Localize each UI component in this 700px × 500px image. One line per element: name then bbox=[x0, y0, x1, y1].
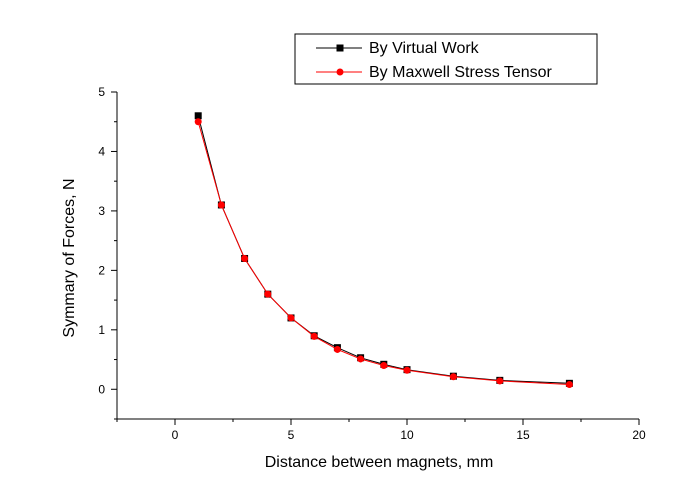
y-tick-label: 4 bbox=[98, 144, 105, 158]
plot-area: 0 5 10 15 20 0 1 2 3 4 5 bbox=[98, 85, 646, 442]
legend-square-marker bbox=[336, 44, 344, 52]
x-axis-title: Distance between magnets, mm bbox=[265, 454, 494, 471]
y-axis-title: Symmary of Forces, N bbox=[61, 178, 78, 337]
x-tick-label: 0 bbox=[172, 428, 179, 442]
y-tick-label: 1 bbox=[98, 323, 105, 337]
data-point-circle bbox=[264, 290, 272, 298]
y-tick-label: 3 bbox=[98, 204, 105, 218]
x-tick-label: 15 bbox=[516, 428, 530, 442]
legend-label: By Maxwell Stress Tensor bbox=[369, 64, 553, 81]
data-point-circle bbox=[449, 373, 457, 381]
data-point-circle bbox=[380, 361, 388, 369]
data-point-circle bbox=[217, 201, 225, 209]
legend-circle-marker bbox=[336, 68, 344, 76]
data-point-circle bbox=[565, 381, 573, 389]
data-point-circle bbox=[333, 345, 341, 353]
series-layer bbox=[194, 112, 573, 389]
data-point-circle bbox=[496, 377, 504, 385]
y-tick-label: 2 bbox=[98, 263, 105, 277]
y-tick-label: 0 bbox=[98, 382, 105, 396]
legend-box bbox=[294, 33, 598, 85]
legend-label: By Virtual Work bbox=[369, 40, 480, 57]
x-tick-label: 10 bbox=[400, 428, 414, 442]
series-line-2 bbox=[197, 121, 570, 385]
data-point-circle bbox=[194, 118, 202, 126]
y-tick-label: 5 bbox=[98, 85, 105, 99]
data-point-circle bbox=[310, 332, 318, 340]
data-point-circle bbox=[357, 355, 365, 363]
data-point-square bbox=[194, 112, 202, 120]
data-point-circle bbox=[403, 366, 411, 374]
legend: By Virtual Work By Maxwell Stress Tensor bbox=[294, 33, 598, 85]
data-point-circle bbox=[241, 254, 249, 262]
data-point-circle bbox=[287, 314, 295, 322]
x-tick-label: 20 bbox=[632, 428, 646, 442]
x-tick-label: 5 bbox=[288, 428, 295, 442]
series-line-1 bbox=[197, 115, 570, 384]
